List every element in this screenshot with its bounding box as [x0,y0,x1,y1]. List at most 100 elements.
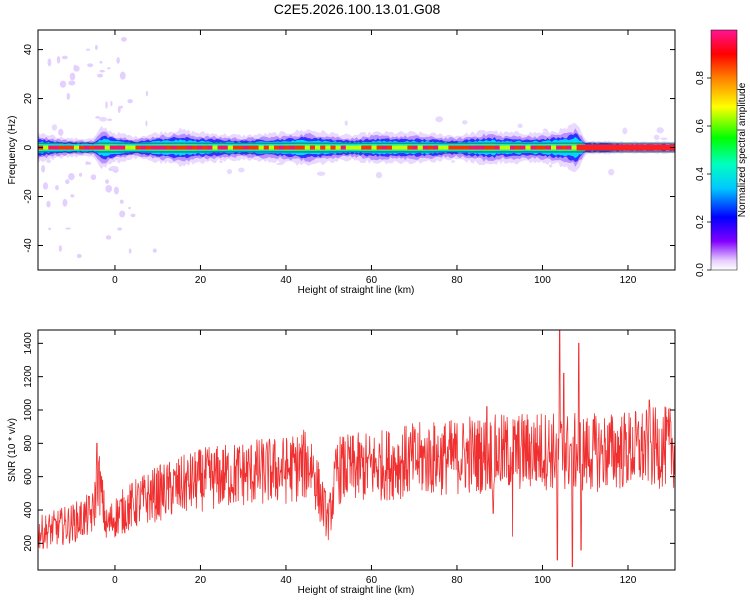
ridge-core-cell [104,145,111,150]
spectral-noise-blob [120,36,127,42]
spectral-noise-blob [608,168,615,176]
ridge-core-cell [340,145,347,150]
y-tick-label: 800 [23,435,34,452]
x-tick-label: 0 [112,575,118,586]
ridge-core-cell [520,145,526,150]
spectral-noise-blob [104,179,110,184]
spectral-noise-blob [653,134,660,141]
spectral-noise-blob [435,116,444,123]
ridge-core-cell [453,145,459,150]
ridge-core-cell [345,145,352,150]
ridge-core-cell [458,145,465,150]
y-tick-label: -40 [23,238,34,253]
ridge-core-cell [361,145,367,150]
x-tick-label: 80 [451,575,463,586]
spectral-noise-blob [73,65,80,72]
ridge-core-cell [263,145,270,150]
ridge-core-cell [376,145,383,150]
spectral-noise-blob [130,213,136,218]
spectral-noise-blob [344,120,348,126]
snr-series-line [38,330,675,568]
spectral-noise-blob [110,100,113,107]
ridge-core-cell [238,145,244,150]
x-tick-label: 60 [366,275,378,286]
ridge-core-cell [253,145,259,150]
spectral-noise-blob [128,206,131,210]
spectral-noise-blob [58,245,62,252]
ridge-core-cell [479,145,485,150]
snr-x-ticks: 0 20 40 60 80 100 120 [112,330,637,586]
ridge-core-cell [474,145,480,150]
spectral-noise-blob [41,165,46,173]
colorbar: 0.0 0.2 0.4 0.6 0.8 Normalized spectral ampl… [695,29,748,277]
ridge-core-cell [248,145,254,150]
spectrogram-y-label: Frequency (Hz) [7,116,18,185]
ridge-core-cell [381,145,388,150]
spectral-noise-blob [59,80,67,88]
colorbar-tick-label: 0.4 [695,167,706,181]
ridge-core-cell [166,145,172,150]
spectrogram-frame [37,29,676,271]
ridge-core-cell [130,145,136,150]
spectral-noise-blob [119,71,126,80]
spectral-noise-blob [90,174,97,181]
spectral-noise-blob [95,116,101,119]
ridge-core-cell [207,145,213,150]
ridge-core-cell [515,145,521,150]
spectral-noise-blob [65,179,70,185]
ridge-core-cell [433,145,439,150]
ridge-core-cell [438,145,444,150]
ridge-core-cell [73,145,80,150]
ridge-core-cell [371,145,377,150]
ridge-core-cell [489,145,495,150]
ridge-core-cell [535,145,542,150]
spectral-noise-blob [48,227,51,231]
ridge-core-cell [443,145,449,150]
ridge-core-cell [499,145,506,150]
spectral-noise-blob [46,159,52,164]
y-tick-label: 0 [23,144,34,150]
spectral-noise-blob [462,120,468,125]
ridge-core-cell [171,145,177,150]
spectral-noise-blob [119,210,126,218]
spectral-noise-blob [94,44,98,50]
ridge-core-cell [243,145,249,150]
spectral-noise-blob [97,73,104,78]
spectral-noise-blob [548,164,553,168]
spectral-noise-blob [145,120,148,127]
ridge-core-cell [494,145,501,150]
ridge-core-cell [356,145,362,150]
ridge-core-cell [545,145,552,150]
ridge-core-cell [181,145,188,150]
spectral-noise-blob [238,167,245,173]
ridge-core-cell [125,145,131,150]
spectral-noise-blob [42,182,49,190]
y-tick-label: 400 [23,501,34,518]
ridge-core-cell [150,145,157,150]
ridge-core-cell [571,145,577,150]
spectral-noise-blob [105,235,112,240]
spectral-noise-blob [656,127,664,134]
spectral-noise-blob [70,194,75,198]
x-tick-label: 80 [451,275,463,286]
ridge-core-cell [186,145,193,150]
ridge-core-cell [412,145,418,150]
spectral-noise-blob [451,160,456,163]
colorbar-tick-label: 0.0 [695,263,706,277]
spectral-noise-blob [58,128,64,136]
spectral-noise-blob [105,101,108,109]
x-tick-label: 20 [195,575,207,586]
spectral-noise-blob [113,186,120,195]
ridge-core-cell [135,145,141,150]
ridge-core-cell [540,145,547,150]
ridge-core-cell [273,145,280,150]
y-tick-label: 600 [23,468,34,485]
x-tick-label: 100 [534,275,551,286]
ridge-core-cell [530,145,536,150]
spectral-noise-blob [517,123,523,128]
y-tick-label: 1000 [23,398,34,421]
y-tick-label: 200 [23,535,34,552]
ridge-core-cell [463,145,470,150]
colorbar-tick-label: 0.8 [695,71,706,85]
colorbar-tick-label: 0.6 [695,119,706,133]
